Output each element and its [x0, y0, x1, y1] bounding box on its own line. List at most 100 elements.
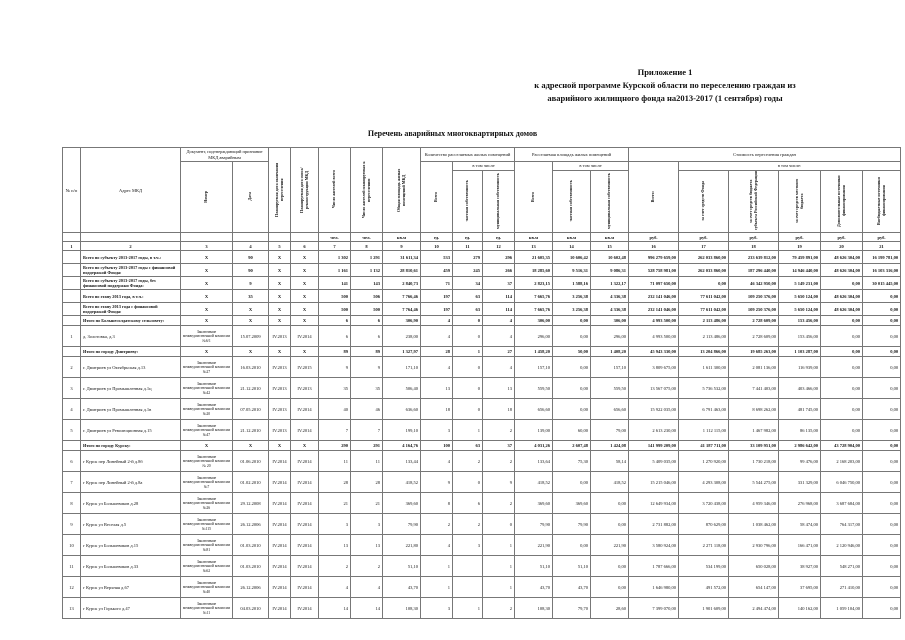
table-cell: 1 — [452, 597, 484, 620]
table-cell — [452, 555, 484, 578]
table-cell: Итого по Большесолдатскому сельсовету: — [80, 315, 181, 327]
table-cell: 58 474,00 — [778, 513, 822, 536]
table-cell: IV.2013 — [268, 356, 292, 379]
table-cell: 764 317,00 — [820, 513, 864, 536]
table-cell: 232 141 046,00 — [628, 289, 680, 304]
table-cell: 418,52 — [514, 471, 554, 494]
column-number-cell: 5 — [268, 241, 292, 252]
table-cell — [62, 276, 81, 291]
table-cell: 1 327,97 — [382, 346, 422, 358]
table-cell: 3 — [420, 419, 454, 442]
table-cell: IV.2014 — [268, 576, 292, 599]
group-header-units-count: Количество расселяемых жилых помещений — [420, 147, 516, 162]
table-cell: 1 — [452, 346, 484, 358]
table-cell: 481 745,00 — [778, 398, 822, 421]
table-cell: Х — [268, 315, 292, 327]
table-cell: 41 187 711,00 — [678, 440, 730, 452]
summary-row: Итого по городу Курску: Х Х Х Х 290 291 4 164,7… — [62, 440, 902, 452]
table-cell: 0,00 — [862, 398, 902, 421]
table-cell: 3 — [318, 513, 352, 536]
table-cell: 43,70 — [514, 576, 554, 599]
table-cell: 3 — [420, 597, 454, 620]
table-cell: 29.12.2008 — [231, 492, 270, 515]
table-cell: 45 943 330,00 — [628, 346, 680, 358]
table-cell: 9 516,31 — [552, 263, 592, 278]
unit-cell — [231, 232, 270, 243]
column-number-cell: 11 — [452, 241, 484, 252]
table-cell: 5 409 035,00 — [628, 450, 680, 473]
table-cell: 79,90 — [382, 513, 422, 536]
unit-cell: кв.м — [514, 232, 554, 243]
table-cell: 1 730 218,00 — [728, 450, 780, 473]
table-cell: 2 — [452, 513, 484, 536]
table-cell: IV.2014 — [268, 534, 292, 557]
table-cell: Заключение межведомственной комиссии №20 — [180, 398, 233, 421]
table-cell: 2 823,15 — [514, 276, 554, 291]
unit-cell — [180, 232, 233, 243]
units-row: чел. чел. кв.м ед. ед. ед. кв.м кв.м кв.м руб. руб… — [62, 232, 902, 243]
table-cell: 15.07.2009 — [231, 325, 270, 348]
table-cell: 9 — [231, 276, 270, 291]
table-cell: 27 — [482, 346, 516, 358]
column-header-area-total: Всего — [514, 160, 554, 234]
table-cell: Х — [231, 315, 270, 327]
table-cell: 140 162,00 — [778, 597, 822, 620]
group-header-cost: Стоимость переселения граждан — [628, 147, 902, 162]
table-cell: 71 — [420, 276, 454, 291]
table-cell: 0,00 — [820, 398, 864, 421]
table-cell: 2 — [482, 450, 516, 473]
unit-cell: ед. — [420, 232, 454, 243]
table-cell: 1 038 462,00 — [728, 513, 780, 536]
table-cell: 5 149 231,00 — [778, 276, 822, 291]
table-cell: IV.2014 — [290, 492, 320, 515]
table-cell: 48 626 304,00 — [820, 302, 864, 317]
table-cell: 0,00 — [590, 492, 630, 515]
table-cell: Х — [268, 302, 292, 317]
table-cell: 1 — [452, 419, 484, 442]
table-cell: 9 086,31 — [590, 263, 630, 278]
table-cell: 1 — [420, 576, 454, 599]
table-cell: 5 — [62, 419, 81, 442]
column-number-cell: 2 — [80, 241, 181, 252]
table-cell: 16.03.2010 — [231, 356, 270, 379]
column-number-cell: 17 — [678, 241, 730, 252]
table-row: 10 г Курск ул Большевиков д.15 Заключение … — [62, 534, 902, 557]
column-header-units-total: Всего — [420, 160, 454, 234]
table-cell: 16 103 316,00 — [862, 263, 902, 278]
table-cell: 2 728 609,00 — [728, 315, 780, 327]
table-cell: 143 — [350, 276, 384, 291]
table-cell: 51,10 — [382, 555, 422, 578]
table-cell: 0,00 — [552, 398, 592, 421]
table-cell: 418,52 — [590, 471, 630, 494]
table-cell: 296,00 — [590, 325, 630, 348]
table-cell: 01.03.2010 — [231, 555, 270, 578]
table-cell: 30 015 445,00 — [862, 276, 902, 291]
table-cell: 13 — [482, 377, 516, 400]
table-cell: IV.2014 — [290, 513, 320, 536]
table-cell: 0,00 — [820, 346, 864, 358]
summary-row: Всего по этапу 2013 года с финансовой по… — [62, 302, 902, 317]
table-cell: 2 840,73 — [382, 276, 422, 291]
table-cell: 0,00 — [862, 534, 902, 557]
table-cell: 0 — [452, 356, 484, 379]
table-cell — [62, 346, 81, 358]
column-number-cell: 10 — [420, 241, 454, 252]
table-cell: 58,14 — [590, 450, 630, 473]
table-cell: 28 810,61 — [382, 263, 422, 278]
table-cell: 51,10 — [552, 555, 592, 578]
table-cell: 291 — [350, 440, 384, 452]
table-cell: 6 — [318, 315, 352, 327]
table-cell: 4 336,38 — [590, 289, 630, 304]
table-cell: 403 466,00 — [778, 377, 822, 400]
table-cell: 636,60 — [382, 398, 422, 421]
table-cell: 9 — [318, 356, 352, 379]
table-cell: 369,60 — [552, 492, 592, 515]
column-header-cost-fund: за счет средств Фонда — [678, 169, 730, 234]
table-cell: 109 250 376,00 — [728, 289, 780, 304]
table-cell: 4 — [482, 325, 516, 348]
table-cell: 33 109 951,00 — [728, 440, 780, 452]
column-header-units-private: частная собственность — [452, 169, 484, 234]
table-cell: 654 147,00 — [728, 576, 780, 599]
table-cell: Х — [180, 440, 233, 452]
